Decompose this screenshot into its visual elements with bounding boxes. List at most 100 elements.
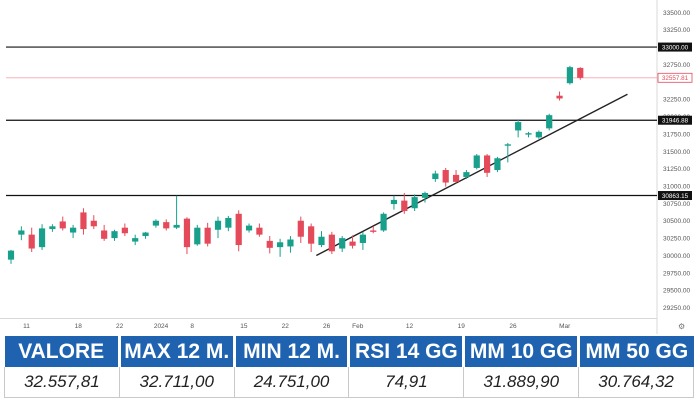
settings-gear-icon: ⚙ [678, 322, 685, 331]
stats-header-mm-50gg: MM 50 GG [578, 336, 694, 367]
candle-body [359, 234, 366, 243]
candle-body [504, 144, 511, 146]
stats-header-valore: VALORE [4, 336, 121, 367]
y-tick-label: 31000.00 [663, 184, 690, 191]
plot-background [0, 4, 656, 318]
stats-value-mm-10gg: 31.889,90 [463, 367, 580, 398]
candle-body [308, 226, 315, 244]
y-tick-label: 31250.00 [663, 166, 690, 173]
y-tick-label: 31500.00 [663, 149, 690, 156]
candle-body [277, 242, 284, 248]
x-tick-label: 15 [240, 323, 248, 330]
candle-body [390, 199, 398, 205]
candle-body [370, 230, 377, 232]
x-tick-label: 26 [509, 323, 517, 330]
x-tick-label: Mar [559, 323, 571, 330]
y-tick-label: 29500.00 [663, 288, 690, 295]
candle-body [339, 238, 346, 249]
candle-body [287, 239, 294, 247]
candle-body [245, 225, 253, 231]
candle-body [566, 67, 573, 84]
candle-body [577, 67, 584, 78]
candle-body [473, 155, 480, 168]
x-tick-label: Feb [352, 323, 364, 330]
stats-value-valore: 32.557,81 [4, 367, 120, 398]
x-tick-label: 22 [282, 323, 290, 330]
candle-body [515, 122, 522, 131]
candle-body [484, 155, 491, 173]
candle-body [452, 174, 460, 182]
candle-body [80, 212, 87, 230]
stats-table: VALORE MAX 12 M. MIN 12 M. RSI 14 GG MM … [4, 336, 694, 398]
candle-body [18, 230, 25, 235]
x-tick-label: 22 [116, 323, 124, 330]
candle-body [411, 197, 418, 209]
stats-value-min-12m: 24.751,00 [234, 367, 350, 398]
candle-body [121, 227, 128, 234]
x-tick-label: 26 [323, 323, 331, 330]
stats-value-max-12m: 32.711,00 [119, 367, 235, 398]
level-price-tag [658, 191, 692, 201]
chart-canvas: 33500.0033250.0032750.0032250.0032000.00… [0, 0, 693, 334]
candle-body [194, 227, 201, 245]
level-price-label: 30863.15 [662, 193, 689, 200]
candle-body [235, 213, 242, 246]
candle-body [432, 173, 439, 180]
candle-body [70, 227, 77, 233]
stats-header-rsi-14gg: RSI 14 GG [348, 336, 466, 367]
candle-body [111, 231, 118, 239]
y-tick-label: 32750.00 [663, 62, 690, 69]
candle-body [525, 133, 532, 135]
trend-line [316, 93, 628, 257]
x-tick-label: 18 [75, 323, 83, 330]
y-tick-label: 30750.00 [663, 201, 690, 208]
candle-body [256, 227, 263, 235]
level-price-label: 31946.88 [662, 118, 689, 125]
candle-body [421, 192, 429, 198]
candle-body [132, 238, 139, 242]
candle-body [349, 241, 356, 246]
candle-body [7, 250, 15, 260]
candle-body [28, 234, 35, 249]
stats-value-rsi-14gg: 74,91 [348, 367, 465, 398]
x-tick-label: 8 [190, 323, 194, 330]
y-tick-label: 31750.00 [663, 131, 690, 138]
candle-body [225, 217, 232, 228]
level-price-tag [658, 115, 692, 125]
y-tick-label: 33500.00 [663, 10, 690, 17]
y-tick-label: 30500.00 [663, 218, 690, 225]
candle-body [297, 220, 304, 237]
candle-body [266, 240, 273, 248]
y-tick-label: 33250.00 [663, 27, 690, 34]
stats-header-max-12m: MAX 12 M. [119, 336, 236, 367]
candle-body [142, 232, 149, 237]
last-price-label: 32557.81 [662, 75, 689, 82]
candle-body [328, 234, 335, 252]
candle-body [556, 95, 563, 99]
x-tick-label: 11 [23, 323, 30, 330]
candle-body [101, 230, 108, 239]
candle-body [59, 221, 66, 229]
candle-body [380, 213, 387, 231]
x-tick-label: 2024 [154, 323, 169, 330]
candle-body [173, 224, 180, 228]
y-tick-label: 29750.00 [663, 270, 690, 277]
candle-body [463, 172, 470, 177]
y-tick-label: 30000.00 [663, 253, 690, 260]
candle-body [204, 227, 211, 244]
candle-body [546, 115, 553, 129]
candle-body [183, 218, 191, 248]
stats-header-mm-10gg: MM 10 GG [463, 336, 581, 367]
candle-body [163, 222, 170, 229]
candle-body [214, 220, 222, 230]
y-tick-label: 32250.00 [663, 97, 690, 104]
candle-body [318, 236, 325, 246]
stats-header-min-12m: MIN 12 M. [234, 336, 351, 367]
candle-body [535, 131, 542, 138]
stats-header-row: VALORE MAX 12 M. MIN 12 M. RSI 14 GG MM … [4, 336, 694, 367]
candle-body [49, 226, 56, 230]
x-tick-label: 19 [458, 323, 466, 330]
candle-body [152, 220, 159, 226]
candle-body [90, 220, 97, 227]
price-chart: 33500.0033250.0032750.0032250.0032000.00… [0, 0, 693, 334]
